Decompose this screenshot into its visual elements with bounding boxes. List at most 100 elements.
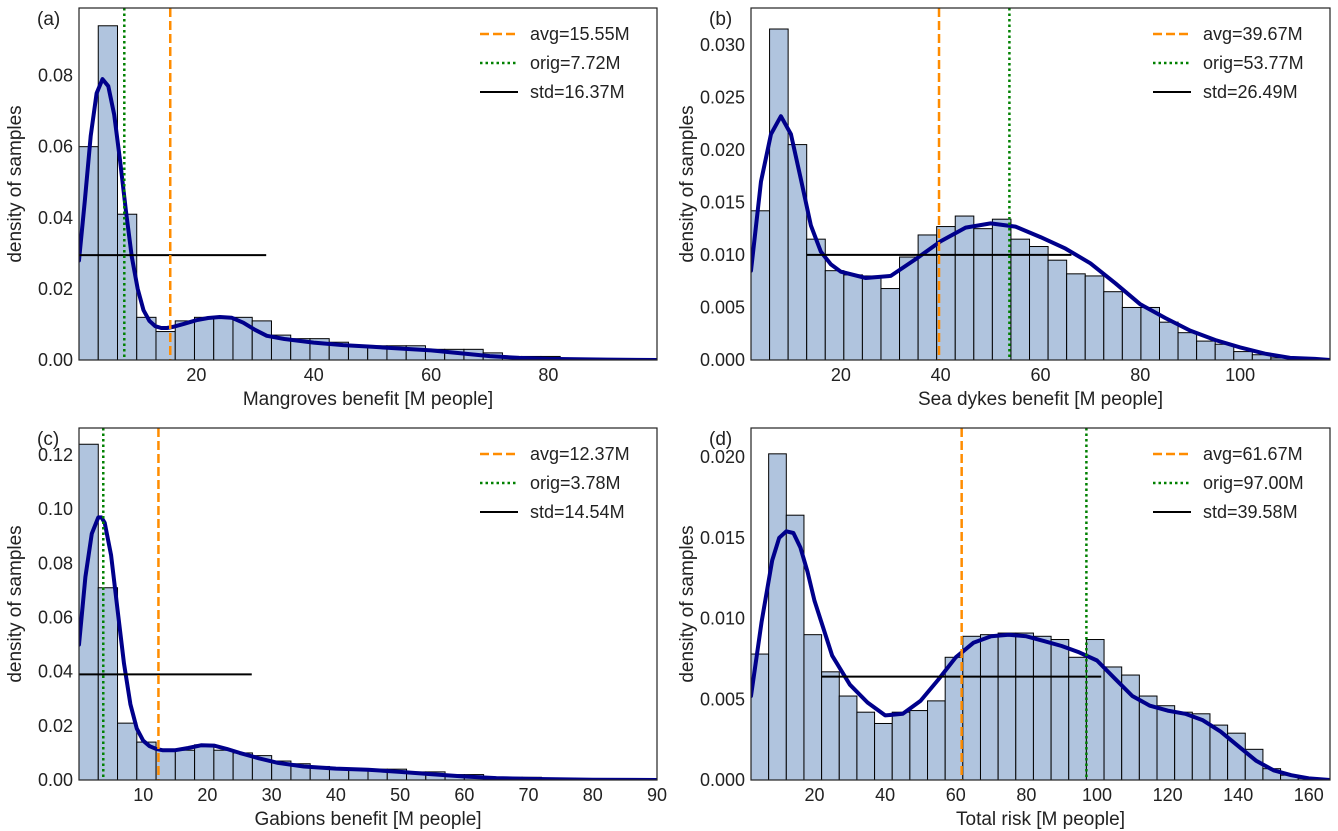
legend-std-label: std=39.58M <box>1203 502 1298 522</box>
x-tick-label: 70 <box>519 785 539 805</box>
panel-label: (d) <box>709 429 732 450</box>
histogram-bar <box>194 744 215 780</box>
legend-avg-label: avg=39.67M <box>1203 24 1303 44</box>
histogram-bar <box>861 275 882 360</box>
histogram-bar <box>997 632 1017 780</box>
plot-area <box>79 428 657 780</box>
y-tick-label: 0.030 <box>700 35 745 55</box>
x-tick-label: 40 <box>931 365 951 385</box>
x-tick-label: 120 <box>1153 785 1183 805</box>
legend-avg-label: avg=15.55M <box>530 24 630 44</box>
histogram-bar <box>193 316 215 360</box>
y-tick-label: 0.02 <box>38 716 73 736</box>
plot-frame <box>750 7 1331 361</box>
x-tick-label: 30 <box>262 785 282 805</box>
histogram-bar <box>1196 340 1216 360</box>
legend: avg=12.37M orig=3.78M std=14.54M <box>480 444 630 522</box>
y-tick-label: 0.06 <box>38 137 73 157</box>
x-tick-label: 160 <box>1294 785 1324 805</box>
legend: avg=61.67M orig=97.00M std=39.58M <box>1153 444 1304 522</box>
y-axis-label: density of samples <box>5 525 26 682</box>
legend-std-label: std=16.37M <box>530 82 625 102</box>
x-tick-label: 100 <box>1082 785 1112 805</box>
histogram-bar <box>116 213 138 360</box>
kde-curve <box>79 515 657 780</box>
legend: avg=39.67M orig=53.77M std=26.49M <box>1153 24 1304 102</box>
y-tick-label: 0.025 <box>700 87 745 107</box>
x-tick-label: 20 <box>186 365 206 385</box>
x-tick-label: 20 <box>831 365 851 385</box>
y-tick-label: 0.10 <box>38 499 73 519</box>
x-tick-label: 20 <box>197 785 217 805</box>
y-tick-label: 0.020 <box>700 447 745 467</box>
x-tick-label: 40 <box>875 785 895 805</box>
y-tick-label: 0.02 <box>38 279 73 299</box>
y-tick-label: 0.015 <box>700 192 745 212</box>
panel-label: (b) <box>709 9 732 30</box>
histogram-bar <box>1121 306 1142 360</box>
histogram-bar <box>1233 351 1253 360</box>
plot-area <box>79 8 657 360</box>
y-axis-label: density of samples <box>677 525 698 682</box>
histogram-bar <box>1177 332 1198 360</box>
y-tick-label: 0.010 <box>700 245 745 265</box>
histogram-bar <box>954 215 975 360</box>
histogram-bar <box>803 634 823 780</box>
histogram-bar <box>1010 238 1031 360</box>
legend-orig-label: orig=7.72M <box>530 53 621 73</box>
kde-curve <box>79 77 657 360</box>
y-tick-label: 0.005 <box>700 297 745 317</box>
histogram-bar <box>891 711 911 780</box>
x-axis-label: Mangroves benefit [M people] <box>243 389 493 410</box>
x-tick-label: 80 <box>1130 365 1150 385</box>
histogram-bar <box>838 695 858 780</box>
histogram-bar <box>806 238 826 360</box>
x-tick-label: 80 <box>538 365 558 385</box>
histogram-bar <box>821 671 840 780</box>
histogram-bar <box>1047 259 1068 360</box>
y-tick-label: 0.08 <box>38 66 73 86</box>
x-tick-label: 60 <box>1030 365 1050 385</box>
histogram-bar <box>1066 273 1086 360</box>
x-tick-label: 50 <box>390 785 410 805</box>
y-tick-label: 0.04 <box>38 662 73 682</box>
plot-frame <box>78 427 658 781</box>
legend-avg-label: avg=12.37M <box>530 444 630 464</box>
y-tick-label: 0.020 <box>700 140 745 160</box>
y-tick-label: 0.000 <box>700 770 745 790</box>
plot-area <box>751 8 1330 360</box>
histogram-bar <box>768 453 787 780</box>
x-axis-label: Total risk [M people] <box>956 809 1125 830</box>
x-tick-label: 20 <box>805 785 825 805</box>
legend-std-label: std=26.49M <box>1203 82 1298 102</box>
x-axis-label: Sea dykes benefit [M people] <box>918 389 1163 410</box>
histogram-bar <box>979 634 999 780</box>
y-tick-label: 0.04 <box>38 208 73 228</box>
panel-label: (a) <box>37 9 60 30</box>
histogram-bar <box>97 25 118 360</box>
legend-avg-label: avg=61.67M <box>1203 444 1303 464</box>
x-tick-label: 10 <box>133 785 153 805</box>
x-tick-label: 40 <box>326 785 346 805</box>
kde-curve <box>751 114 1330 360</box>
histogram-bar <box>174 749 196 780</box>
y-tick-label: 0.00 <box>38 350 73 370</box>
histogram-bar <box>1029 246 1049 360</box>
histogram-bar <box>843 274 863 360</box>
chart-panel-1: 0.00 0.02 0.04 0.06 0.08 20 40 60 80 Mangroves be… <box>5 7 658 410</box>
y-tick-label: 0.06 <box>38 608 73 628</box>
histogram-bar <box>927 700 946 780</box>
chart-panel-2: 0.000 0.005 0.010 0.015 0.020 0.025 0.030 20 40 6… <box>677 7 1331 410</box>
histogram-bar <box>769 28 789 360</box>
histogram-bar <box>874 722 893 780</box>
panel-label: (c) <box>37 429 59 450</box>
plot-frame <box>750 427 1331 781</box>
x-tick-label: 60 <box>421 365 441 385</box>
histogram-bar <box>213 316 234 360</box>
x-axis-label: Gabions benefit [M people] <box>254 809 481 830</box>
x-tick-label: 100 <box>1225 365 1255 385</box>
x-tick-label: 80 <box>1016 785 1036 805</box>
kde-curve <box>751 529 1330 780</box>
y-tick-label: 0.12 <box>38 445 73 465</box>
y-tick-label: 0.08 <box>38 553 73 573</box>
